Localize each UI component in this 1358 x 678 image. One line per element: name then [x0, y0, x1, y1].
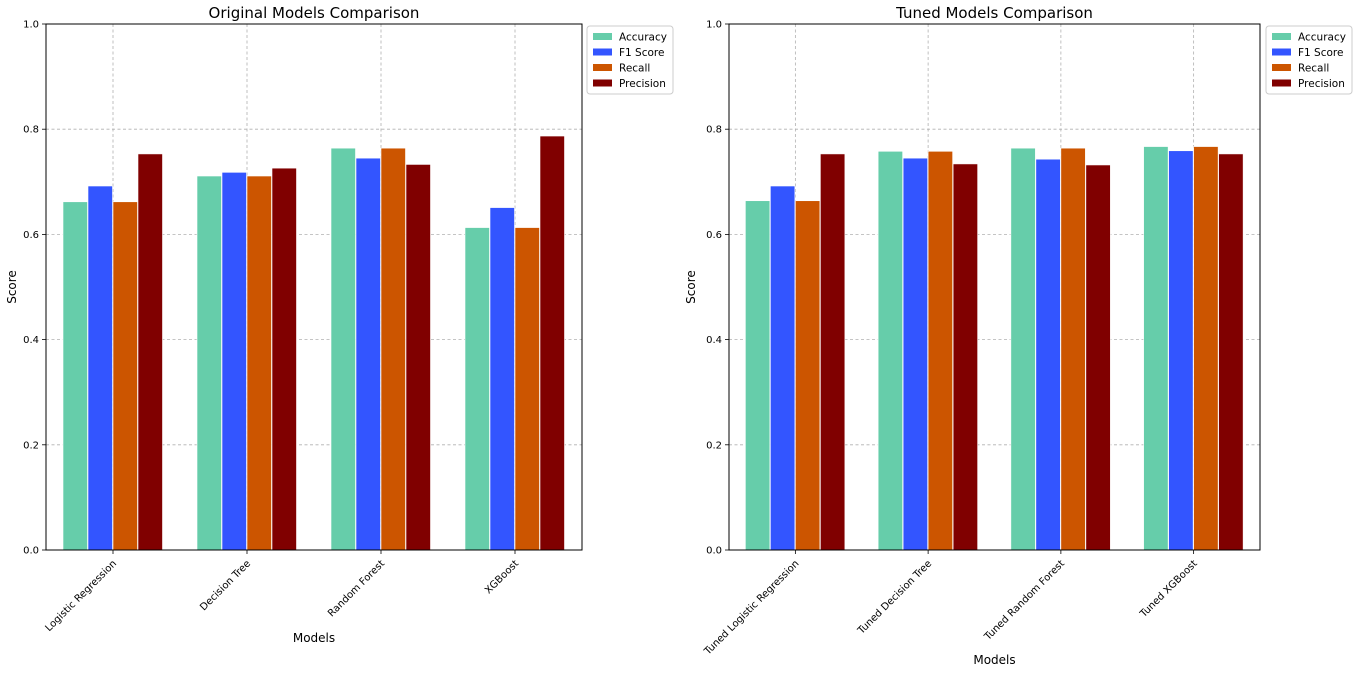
- x-tick-label: Decision Tree: [198, 558, 253, 613]
- chart-2: 0.0 0.2 0.4 0.6 0.8 1.0 Tuned Logistic Regress…: [684, 4, 1353, 667]
- bar-precision: [137, 153, 163, 551]
- bar-accuracy: [464, 227, 490, 551]
- legend-label: Accuracy: [619, 32, 667, 44]
- bar-recall: [1060, 147, 1086, 551]
- bar-accuracy: [1010, 147, 1036, 551]
- legend: Accuracy F1 Score Recall Precision: [586, 25, 674, 95]
- bar-recall: [927, 150, 953, 551]
- legend-swatch: [1272, 64, 1291, 71]
- y-tick-label: 0.2: [23, 440, 39, 451]
- legend-swatch: [1272, 48, 1291, 56]
- axes-frame: [45, 23, 583, 551]
- legend-label: F1 Score: [619, 47, 664, 59]
- bar-recall: [380, 147, 406, 551]
- chart-1: 0.0 0.2 0.4 0.6 0.8 1.0 Logistic Regression Dec…: [5, 4, 674, 645]
- y-tick-label: 0.6: [23, 230, 39, 241]
- bar-precision: [405, 164, 431, 551]
- legend-swatch: [593, 33, 612, 40]
- y-axis-label: Score: [684, 270, 698, 304]
- legend-label: Recall: [619, 63, 650, 75]
- legend-swatch: [593, 79, 612, 87]
- x-tick-label: Tuned Logistic Regression: [702, 558, 802, 658]
- bar-accuracy: [877, 150, 903, 551]
- bar-f1-score: [1035, 158, 1061, 551]
- bar-f1-score: [902, 157, 928, 551]
- bar-accuracy: [1143, 146, 1169, 551]
- legend-swatch: [593, 64, 612, 71]
- legend-label: Recall: [1298, 63, 1329, 75]
- y-tick-label: 0.6: [706, 230, 722, 241]
- bar-recall: [514, 227, 540, 551]
- bar-precision: [952, 163, 978, 551]
- bar-precision: [1085, 164, 1111, 551]
- bar-accuracy: [62, 201, 88, 551]
- bar-recall: [246, 175, 272, 551]
- y-tick-label: 1.0: [706, 20, 722, 31]
- bar-precision: [1218, 153, 1244, 551]
- y-axis-label: Score: [5, 270, 19, 304]
- legend-swatch: [1272, 33, 1291, 40]
- legend-box: [586, 25, 674, 95]
- bar-accuracy: [745, 200, 771, 551]
- legend-swatch: [593, 48, 612, 56]
- axes-frame: [728, 23, 1261, 551]
- bar-accuracy: [330, 147, 356, 551]
- bar-accuracy: [196, 175, 222, 551]
- x-tick-label: Tuned Random Forest: [982, 558, 1067, 643]
- x-axis-label: Models: [973, 653, 1015, 667]
- bar-f1-score: [489, 207, 515, 551]
- bar-f1-score: [355, 157, 381, 551]
- y-tick-label: 0.8: [23, 125, 39, 136]
- bar-recall: [112, 201, 138, 551]
- x-axis-label: Models: [293, 631, 335, 645]
- bar-f1-score: [1168, 150, 1194, 551]
- y-tick-label: 0.4: [23, 335, 39, 346]
- legend-box: [1265, 25, 1353, 95]
- bar-precision: [539, 135, 565, 551]
- y-tick-label: 0.0: [706, 546, 722, 557]
- x-tick-label: XGBoost: [483, 558, 521, 596]
- y-tick-label: 0.8: [706, 125, 722, 136]
- x-tick-label: Tuned Decision Tree: [855, 558, 934, 637]
- bar-precision: [271, 167, 297, 551]
- legend-label: F1 Score: [1298, 47, 1343, 59]
- x-tick-label: Logistic Regression: [44, 558, 120, 634]
- legend-label: Precision: [1298, 78, 1345, 90]
- legend: Accuracy F1 Score Recall Precision: [1265, 25, 1353, 95]
- bar-f1-score: [87, 185, 113, 551]
- chart-title: Original Models Comparison: [209, 4, 420, 22]
- bar-precision: [820, 153, 846, 551]
- legend-label: Accuracy: [1298, 32, 1346, 44]
- y-tick-label: 0.4: [706, 335, 722, 346]
- bar-recall: [1193, 146, 1219, 551]
- legend-label: Precision: [619, 78, 666, 90]
- legend-swatch: [1272, 79, 1291, 87]
- y-tick-label: 0.0: [23, 546, 39, 557]
- bar-f1-score: [770, 185, 796, 551]
- y-tick-label: 0.2: [706, 440, 722, 451]
- bar-recall: [795, 200, 821, 551]
- x-tick-label: Random Forest: [326, 558, 387, 619]
- bar-f1-score: [221, 172, 247, 551]
- y-tick-label: 1.0: [23, 20, 39, 31]
- x-tick-label: Tuned XGBoost: [1138, 558, 1200, 620]
- chart-title: Tuned Models Comparison: [895, 4, 1093, 22]
